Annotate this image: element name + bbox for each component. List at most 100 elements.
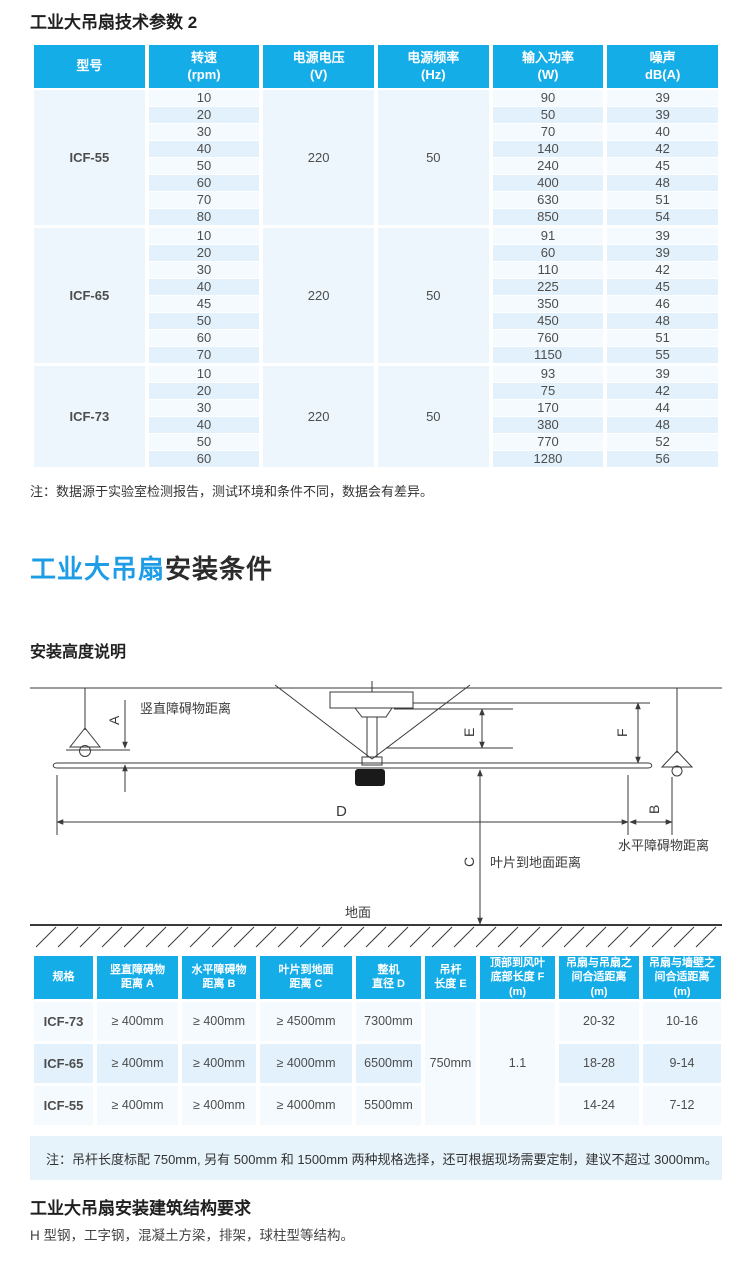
table-cell: 48 [607, 175, 718, 192]
table-row: 40 140 42 [34, 141, 718, 158]
table-cell: ICF-65 [34, 1043, 93, 1083]
install-table-head: 规格 竖直障碍物 距离 A 水平障碍物 距离 B 叶片到地面 距离 C 整机 直径 D 吊杆 长度 … [34, 956, 721, 999]
table-row: 60 400 48 [34, 175, 718, 192]
column-header: 转速 (rpm) [148, 45, 260, 90]
table-cell: 80 [148, 209, 260, 226]
table-cell: 90 [492, 90, 604, 107]
table-cell: 60 [148, 175, 260, 192]
table-cell: 225 [492, 279, 604, 296]
table-cell: 60 [148, 330, 260, 347]
dim-c-label: C [461, 857, 477, 867]
table-cell: ICF-73 [34, 1001, 93, 1041]
column-header: 竖直障碍物 距离 A [97, 956, 178, 999]
install-table: 规格 竖直障碍物 距离 A 水平障碍物 距离 B 叶片到地面 距离 C 整机 直径 D 吊杆 长度 … [30, 953, 725, 1128]
table-cell: 6500mm [356, 1043, 421, 1083]
table-cell: 93 [492, 364, 604, 383]
table-cell: 170 [492, 400, 604, 417]
dim-b-label: B [646, 805, 662, 814]
table-cell: 1280 [492, 451, 604, 468]
table-cell: 42 [607, 141, 718, 158]
table-cell: ICF-55 [34, 1085, 93, 1125]
table-cell: 51 [607, 330, 718, 347]
column-header: 型号 [34, 45, 145, 90]
table-cell: 70 [148, 347, 260, 364]
table-cell: 45 [607, 279, 718, 296]
table-cell: 50 [492, 107, 604, 124]
table-cell: 51 [607, 192, 718, 209]
table-row: 20 50 39 [34, 107, 718, 124]
table-cell: 50 [148, 313, 260, 330]
table-row: ICF-73 10 220 50 93 39 [34, 364, 718, 468]
table-cell: 46 [607, 296, 718, 313]
right-lamp-icon [660, 688, 694, 777]
table-cell: 48 [607, 313, 718, 330]
column-header: 吊扇与墙壁之 间合适距离 (m) [643, 956, 721, 999]
table-cell: ICF-73 [34, 364, 145, 468]
fan-assembly [52, 681, 653, 786]
table-cell: ≥ 400mm [97, 1085, 178, 1125]
table-cell: ≥ 400mm [182, 1043, 256, 1083]
guy-wire-left [274, 684, 373, 760]
table-cell: 39 [607, 364, 718, 383]
table-cell: 1150 [492, 347, 604, 364]
ground-label: 地面 [345, 905, 371, 920]
table-row: 50 770 52 [34, 434, 718, 451]
table-cell: 450 [492, 313, 604, 330]
table-cell: 60 [492, 245, 604, 262]
table-cell: 400 [492, 175, 604, 192]
table-cell: 10 [148, 226, 260, 245]
table-cell: 7300mm [356, 1001, 421, 1041]
table-cell: ICF-65 [34, 226, 145, 364]
dim-b [629, 777, 673, 835]
column-header: 规格 [34, 956, 93, 999]
table-cell: 54 [607, 209, 718, 226]
column-header: 电源频率 (Hz) [377, 45, 489, 90]
dim-f [413, 702, 650, 764]
tech-table-head: 型号 转速 (rpm) 电源电压 (V) 电源频率 (Hz) 输入功率 (W) 噪声 dB(A) [34, 45, 718, 90]
table-row: 40 380 48 [34, 417, 718, 434]
table-cell: 91 [492, 226, 604, 245]
table-cell: 40 [148, 279, 260, 296]
table-cell: 14-24 [559, 1085, 639, 1125]
table-row: 45 350 46 [34, 296, 718, 313]
table-cell: 48 [607, 417, 718, 434]
table-cell: 45 [607, 158, 718, 175]
table-cell: ≥ 4000mm [260, 1085, 352, 1125]
table-cell: 850 [492, 209, 604, 226]
table-cell: ≥ 4500mm [260, 1001, 352, 1041]
table-cell: 220 [263, 364, 374, 468]
left-lamp-icon [68, 688, 102, 757]
dim-f-label: F [614, 728, 630, 737]
install-table-note: 注：吊杆长度标配 750mm, 另有 500mm 和 1500mm 两种规格选择… [30, 1136, 722, 1180]
fan-motor [355, 769, 385, 786]
table-cell: 380 [492, 417, 604, 434]
table-row: ICF-55 ≥ 400mm ≥ 400mm ≥ 4000mm 5500mm 14-24 7… [34, 1085, 721, 1125]
tech-params-table: 型号 转速 (rpm) 电源电压 (V) 电源频率 (Hz) 输入功率 (W) 噪声 dB(A) I… [30, 45, 722, 468]
table-cell: 50 [377, 364, 489, 468]
table-cell: 60 [148, 451, 260, 468]
table-cell: 39 [607, 245, 718, 262]
install-table-body: ICF-73 ≥ 400mm ≥ 400mm ≥ 4500mm 7300mm 750mm 1… [34, 1001, 721, 1125]
section2-title-rest: 安装条件 [165, 554, 274, 584]
table-row: 50 240 45 [34, 158, 718, 175]
dim-e-label: E [461, 728, 477, 737]
table-row: 60 1280 56 [34, 451, 718, 468]
table-cell: 39 [607, 226, 718, 245]
table-row: 20 75 42 [34, 383, 718, 400]
table-row: 60 760 51 [34, 330, 718, 347]
column-header: 顶部到风叶 底部长度 F (m) [480, 956, 555, 999]
table-row: 20 60 39 [34, 245, 718, 262]
table-cell: ≥ 400mm [97, 1043, 178, 1083]
table-cell: 40 [148, 417, 260, 434]
column-header: 输入功率 (W) [492, 45, 604, 90]
table-cell: 20-32 [559, 1001, 639, 1041]
table-row: 70 1150 55 [34, 347, 718, 364]
table-cell: 44 [607, 400, 718, 417]
table-cell: 140 [492, 141, 604, 158]
table-cell: 70 [492, 124, 604, 141]
structure-heading: 工业大吊扇安装建筑结构要求 [30, 1199, 251, 1218]
table-row: 30 70 40 [34, 124, 718, 141]
install-height-subtitle: 安装高度说明 [30, 644, 127, 661]
column-header: 吊扇与吊扇之 间合适距离 (m) [559, 956, 639, 999]
table-cell: 39 [607, 107, 718, 124]
